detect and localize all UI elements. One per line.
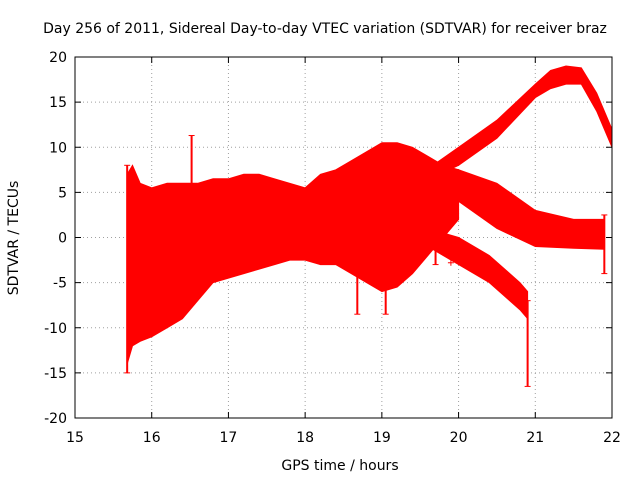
x-tick-label: 20 xyxy=(450,430,468,446)
x-tick-label: 22 xyxy=(603,430,621,446)
x-axis-label: GPS time / hours xyxy=(281,458,398,474)
x-tick-label: 21 xyxy=(526,430,544,446)
axis-ticks xyxy=(74,56,613,419)
y-tick-label: 5 xyxy=(58,185,67,201)
y-tick-label: 20 xyxy=(49,50,67,66)
y-tick-label: -5 xyxy=(53,276,67,292)
data-marks xyxy=(124,65,613,387)
data-point xyxy=(377,241,384,248)
error-spike xyxy=(432,223,439,266)
error-spike xyxy=(354,264,361,315)
error-spike xyxy=(601,214,608,275)
y-axis-label: SDTVAR / TECUs xyxy=(6,181,22,296)
x-tick-label: 17 xyxy=(220,430,238,446)
vtec-band xyxy=(126,142,460,365)
y-tick-label: -10 xyxy=(44,321,67,337)
x-tick-labels: 15 16 17 18 19 20 21 22 xyxy=(66,430,621,446)
y-tick-label: -20 xyxy=(44,411,67,427)
y-tick-label: -15 xyxy=(44,366,67,382)
error-spike xyxy=(124,164,131,374)
x-tick-label: 19 xyxy=(373,430,391,446)
error-spike xyxy=(188,135,195,193)
chart-title: Day 256 of 2011, Sidereal Day-to-day VTE… xyxy=(43,21,607,37)
y-tick-label: 0 xyxy=(58,231,67,247)
vtec-band xyxy=(404,223,529,321)
x-tick-label: 18 xyxy=(296,430,314,446)
error-spike xyxy=(524,300,531,387)
error-spike xyxy=(382,237,389,315)
data-point xyxy=(447,259,454,266)
data-point xyxy=(377,232,384,239)
x-tick-label: 15 xyxy=(66,430,84,446)
y-tick-label: 15 xyxy=(49,95,67,111)
y-tick-label: 10 xyxy=(49,140,67,156)
y-tick-labels: -20 -15 -10 -5 0 5 10 15 20 xyxy=(44,50,67,427)
x-tick-label: 16 xyxy=(143,430,161,446)
